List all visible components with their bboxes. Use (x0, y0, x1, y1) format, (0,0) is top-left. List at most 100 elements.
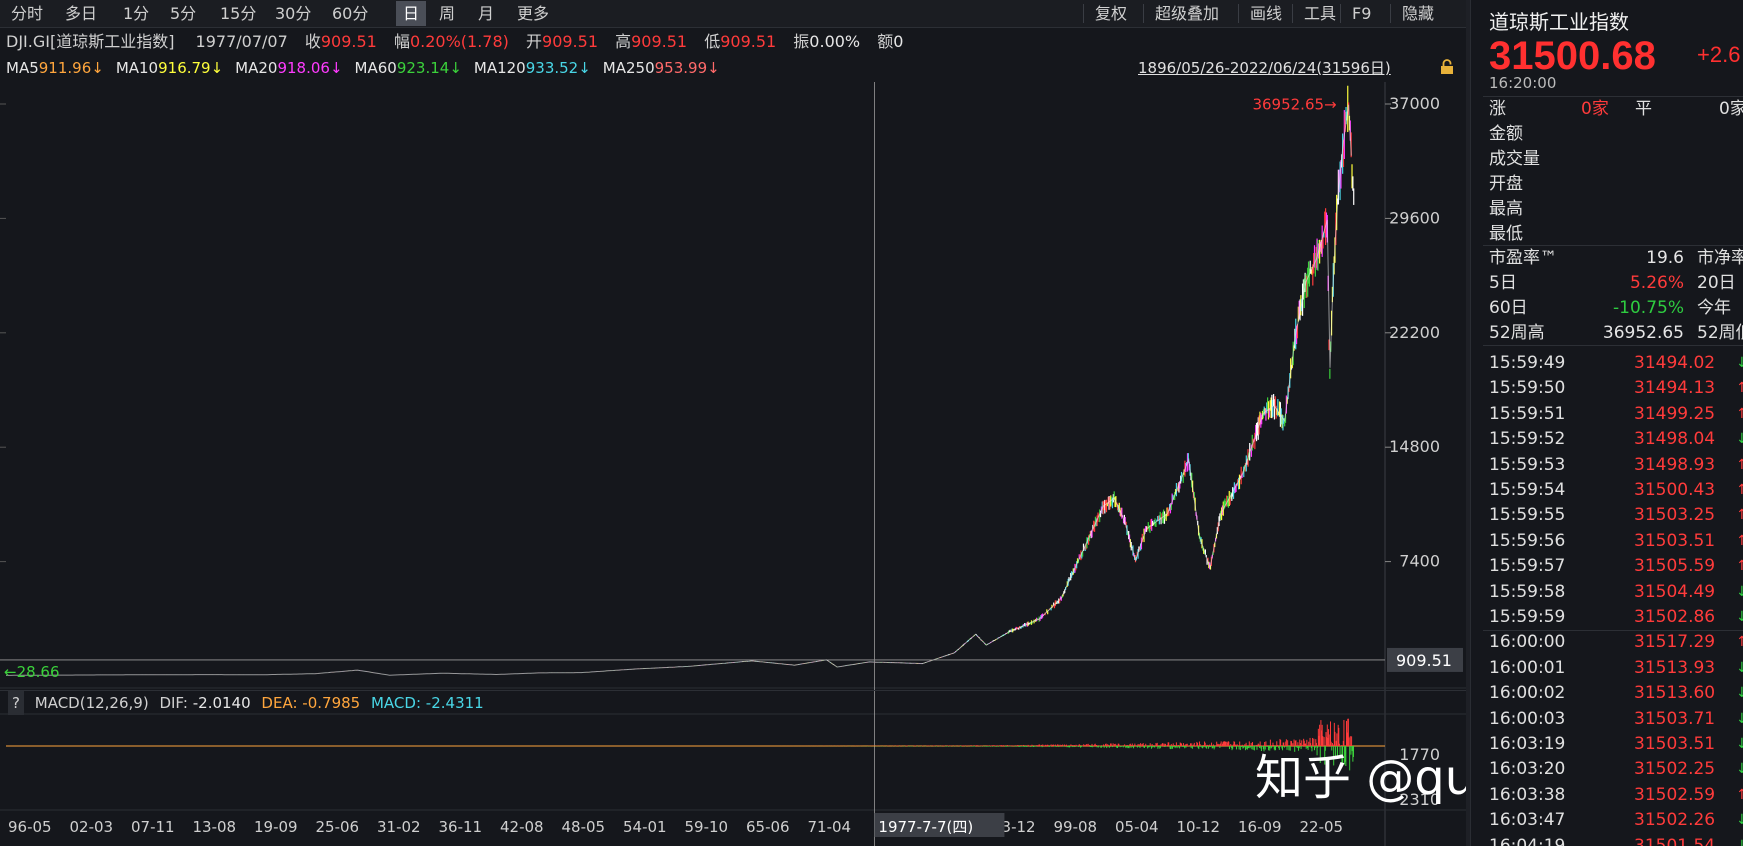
toolbar-separator (1292, 4, 1293, 23)
x-tick-label: 36-11 (439, 818, 483, 836)
tick-row: 15:59:49 31494.02 ↓ (1489, 350, 1743, 376)
arrow-down-icon: ↓ (1736, 609, 1743, 625)
stat-label: 今年 (1697, 298, 1731, 318)
tick-row: 15:59:56 31503.51 ↑ (1489, 528, 1743, 554)
stat-label: 市净率 (1697, 248, 1743, 268)
ma-label-ma20: MA20 (235, 59, 278, 77)
quote-row-label: 最低 (1489, 224, 1523, 244)
tick-price: 31501.54 (1634, 835, 1716, 846)
x-tick-label: 31-02 (377, 818, 421, 836)
macd-histogram (699, 718, 1355, 771)
swing-label: 振 (793, 32, 810, 51)
stat-value: 19.6 (1646, 248, 1684, 268)
ma-label-ma60: MA60 (354, 59, 397, 77)
arrow-down-icon: ↓ (1736, 761, 1743, 778)
lock-icon[interactable] (1440, 59, 1454, 75)
amount-label: 额 (877, 32, 894, 51)
period-tab-1[interactable]: 多日 (65, 4, 98, 23)
arrow-up-icon: ↑ (1736, 405, 1743, 422)
period-tab-8[interactable]: 周 (439, 4, 456, 23)
period-tab-2[interactable]: 1分 (123, 4, 150, 23)
y-tick-label: 22200 (1389, 323, 1440, 342)
toolbar-separator (1340, 4, 1341, 23)
amp-label: 幅 (393, 32, 410, 51)
stat-value: 36952.65 (1602, 323, 1684, 343)
tick-row: 16:00:00 31517.29 ↑ (1489, 629, 1743, 655)
swing-value: 0.00% (809, 32, 861, 51)
x-tick-label: 48-05 (562, 818, 606, 836)
quote-row: 涨 0家 平 0家 (1489, 97, 1743, 122)
date-range-link[interactable]: 1896/05/26-2022/06/24(31596日) (1138, 59, 1391, 77)
quote-panel: 道琼斯工业指数 31500.68 +2.6 16:20:00 涨 0家 平 0家 金额成… (1470, 0, 1743, 846)
ma-legend-bar: MA5 911.96↓ MA10 916.79↓ MA20 918.06↓ MA60 … (0, 55, 1466, 81)
tick-row: 15:59:51 31499.25 ↑ (1489, 401, 1743, 427)
tick-row: 15:59:59 31502.86 ↓ (1489, 604, 1743, 630)
quote-row-label: 成交量 (1489, 149, 1540, 169)
arrow-down-icon: ↓ (1736, 710, 1743, 727)
quote-row-label: 平 (1635, 99, 1652, 119)
macd-y-tick-label: 1770 (1399, 745, 1440, 764)
ma-value-ma5: 911.96↓ (38, 59, 104, 77)
quote-row: 成交量 (1489, 147, 1540, 172)
macd-label: MACD(12,26,9) (34, 694, 149, 712)
cursor-price-box (1387, 647, 1463, 672)
ma-label-ma5: MA5 (6, 59, 39, 77)
toolbar-item-3[interactable]: 工具 (1304, 4, 1337, 23)
period-tab-7[interactable]: 日 (396, 1, 427, 26)
price-chart[interactable]: 37000 29600 22200 14800 7400 36952.65→ ←28.66 9… (0, 82, 1466, 846)
period-tab-6[interactable]: 60分 (332, 4, 369, 23)
tick-price: 31513.93 (1634, 657, 1716, 678)
macd-y-tick-label: -2310 (1394, 790, 1441, 809)
y-tick-label: 7400 (1399, 552, 1440, 571)
tick-time: 16:00:00 (1489, 632, 1566, 653)
period-tab-9[interactable]: 月 (478, 4, 495, 23)
panel-divider-line (1483, 96, 1743, 97)
toolbar-item-5[interactable]: 隐藏 (1402, 4, 1435, 23)
tick-price: 31505.59 (1634, 556, 1716, 577)
ma-label-ma250: MA250 (602, 59, 655, 77)
tick-price: 31498.04 (1634, 429, 1716, 450)
help-icon[interactable]: ? (8, 691, 24, 715)
tick-price: 31502.25 (1634, 759, 1716, 780)
stat-label: 5日 (1489, 273, 1517, 293)
cursor-date-box (874, 813, 1005, 837)
tick-time: 16:04:19 (1489, 835, 1566, 846)
arrow-up-icon: ↑ (1736, 786, 1743, 803)
tick-price: 31503.51 (1634, 530, 1716, 551)
price-candles (5, 85, 1355, 676)
toolbar-item-0[interactable]: 复权 (1095, 4, 1128, 23)
quote-row-value: 0家 (1581, 99, 1609, 119)
quote-row: 最低 (1489, 222, 1523, 247)
toolbar-item-4[interactable]: F9 (1352, 4, 1372, 23)
stat-label: 60日 (1489, 298, 1528, 318)
period-tab-5[interactable]: 30分 (275, 4, 312, 23)
tick-row: 15:59:53 31498.93 ↑ (1489, 452, 1743, 478)
quote-row: 金额 (1489, 122, 1523, 147)
period-tab-10[interactable]: 更多 (517, 4, 550, 23)
toolbar-item-2[interactable]: 画线 (1250, 4, 1283, 23)
period-tab-3[interactable]: 5分 (170, 4, 197, 23)
x-tick-label: 13-08 (193, 818, 237, 836)
tick-row: 16:03:47 31502.26 ↓ (1489, 807, 1743, 833)
tick-price: 31498.93 (1634, 454, 1716, 475)
period-tab-0[interactable]: 分时 (11, 4, 44, 23)
ma-value-ma10: 916.79↓ (158, 59, 224, 77)
tick-row: 16:00:03 31503.71 ↓ (1489, 706, 1743, 732)
y-tick-label: 29600 (1389, 208, 1440, 227)
tick-time: 16:03:38 (1489, 784, 1566, 805)
index-title: 道琼斯工业指数 (1489, 10, 1629, 34)
close-label: 收 (304, 32, 321, 51)
period-tab-4[interactable]: 15分 (220, 4, 257, 23)
stat-value: -10.75% (1613, 298, 1684, 318)
ma-value-ma20: 918.06↓ (277, 59, 343, 77)
quote-row-label: 开盘 (1489, 174, 1523, 194)
tick-row: 15:59:50 31494.13 ↑ (1489, 375, 1743, 401)
toolbar-item-1[interactable]: 超级叠加 (1155, 4, 1220, 23)
toolbar: 分时 多日 1分 5分 15分 30分 60分 日周 月 更多 复权 超级叠加 画线 工具 F9 隐藏 (0, 0, 1466, 28)
y-tick-label: 37000 (1389, 94, 1440, 113)
toolbar-separator (1238, 4, 1239, 23)
arrow-up-icon: ↑ (1736, 507, 1743, 524)
low-label: 低 (704, 32, 721, 51)
tick-price: 31517.29 (1634, 632, 1716, 653)
tick-price: 31503.51 (1634, 734, 1716, 754)
